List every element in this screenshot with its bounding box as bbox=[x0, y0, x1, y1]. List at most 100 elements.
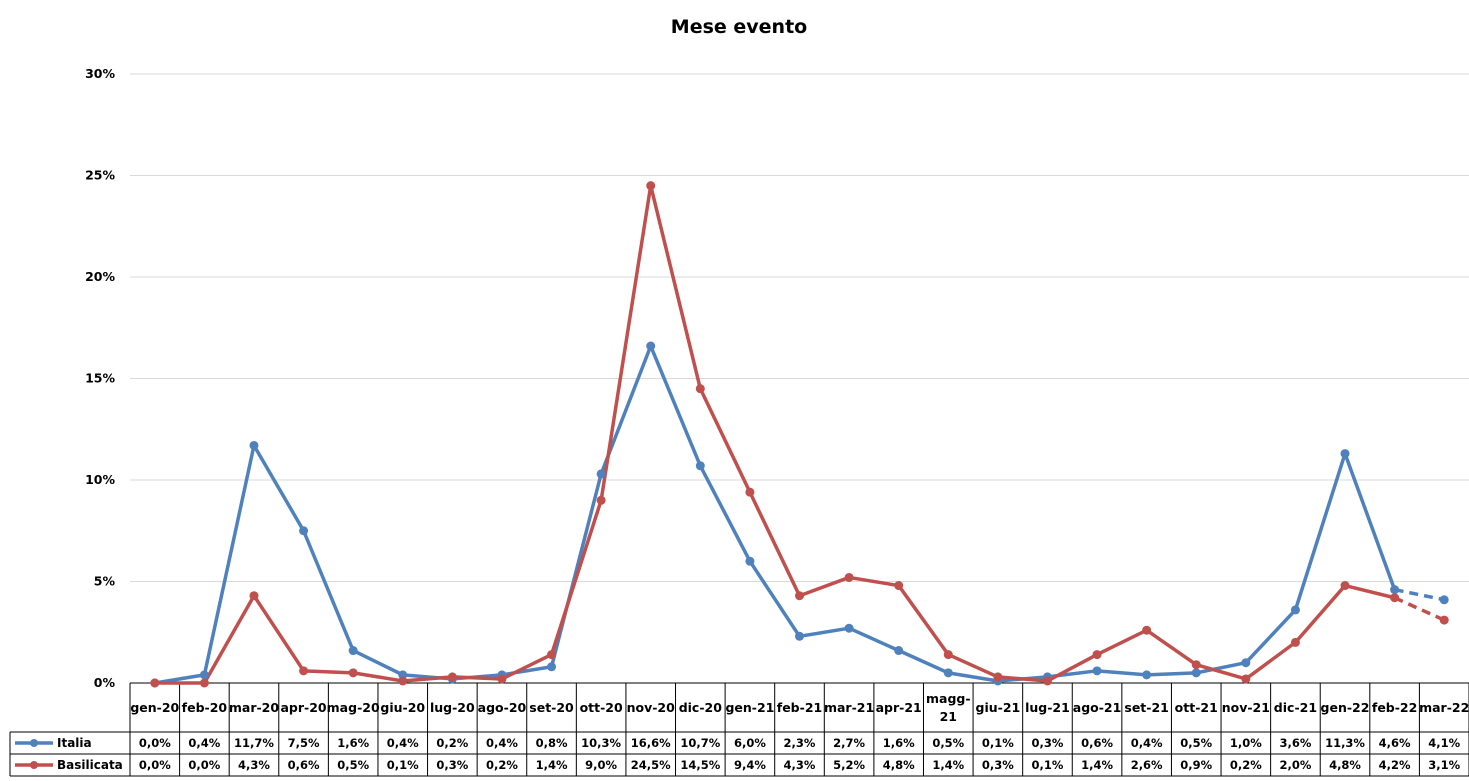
data-point bbox=[348, 668, 358, 678]
x-tick-label: gen-22 bbox=[1321, 700, 1370, 715]
x-tick-label: feb-20 bbox=[182, 700, 228, 715]
table-cell: 0,0% bbox=[139, 758, 171, 772]
x-tick-label: giu-21 bbox=[976, 700, 1021, 715]
x-tick-label: mar-20 bbox=[229, 700, 280, 715]
data-table: gen-20 feb-20 mar-20 apr-20 mag-20 giu-20 lug-… bbox=[9, 682, 1469, 777]
table-cell: 0,3% bbox=[982, 758, 1014, 772]
table-cell: 1,4% bbox=[536, 758, 568, 772]
table-cell: 0,2% bbox=[436, 736, 468, 750]
data-point bbox=[596, 469, 606, 479]
table-cell: 0,4% bbox=[188, 736, 220, 750]
x-tick-label: giu-20 bbox=[380, 700, 425, 715]
data-point bbox=[795, 631, 804, 641]
x-tick-label: nov-21 bbox=[1222, 700, 1270, 715]
data-point bbox=[1290, 637, 1300, 647]
table-cell: 1,6% bbox=[883, 736, 915, 750]
x-tick-label: set-20 bbox=[529, 700, 574, 715]
data-point bbox=[1439, 595, 1449, 605]
table-cell: 9,4% bbox=[734, 758, 766, 772]
data-point bbox=[943, 650, 953, 660]
table-cell: 24,5% bbox=[631, 758, 671, 772]
table-cell: 2,0% bbox=[1279, 758, 1311, 772]
data-point bbox=[1439, 615, 1449, 625]
x-tick-label: set-21 bbox=[1124, 700, 1168, 715]
table-cell: 11,7% bbox=[234, 736, 274, 750]
x-tick-label: ott-20 bbox=[580, 700, 623, 715]
x-tick-label: ago-21 bbox=[1073, 700, 1122, 715]
table-cell: 10,7% bbox=[680, 736, 720, 750]
table-cell: 0,5% bbox=[337, 758, 369, 772]
data-point bbox=[1191, 668, 1201, 678]
table-cell: 4,8% bbox=[1329, 758, 1361, 772]
series-name: Basilicata bbox=[57, 758, 123, 772]
chart-title: Mese evento bbox=[671, 16, 807, 38]
table-cell: 0,8% bbox=[536, 736, 568, 750]
table-cell: 4,3% bbox=[784, 758, 816, 772]
data-point bbox=[1340, 581, 1350, 591]
table-cell: 0,3% bbox=[1032, 736, 1064, 750]
data-point bbox=[795, 591, 804, 601]
data-point bbox=[299, 526, 309, 536]
table-cell: 1,4% bbox=[932, 758, 964, 772]
data-point bbox=[1390, 585, 1400, 595]
y-tick-label: 30% bbox=[85, 66, 115, 81]
table-cell: 4,3% bbox=[238, 758, 270, 772]
table-cell: 0,3% bbox=[436, 758, 468, 772]
table-cell: 0,0% bbox=[139, 736, 171, 750]
series-lines bbox=[153, 183, 1445, 685]
table-cell: 0,4% bbox=[1131, 736, 1163, 750]
x-tick-label: lug-20 bbox=[430, 700, 475, 715]
x-tick-label: ago-20 bbox=[478, 700, 527, 715]
data-point bbox=[646, 341, 656, 351]
x-tick-label: lug-21 bbox=[1025, 700, 1070, 715]
data-point bbox=[894, 646, 904, 656]
series-line bbox=[153, 183, 1397, 685]
data-point bbox=[745, 556, 755, 566]
table-cell: 16,6% bbox=[631, 736, 671, 750]
x-tick-label: ott-21 bbox=[1175, 700, 1218, 715]
table-cell: 3,1% bbox=[1428, 758, 1460, 772]
x-tick-label: apr-21 bbox=[876, 700, 922, 715]
y-tick-label: 15% bbox=[85, 371, 115, 386]
data-point bbox=[1290, 605, 1300, 615]
x-tick-label: feb-22 bbox=[1372, 700, 1417, 715]
table-cell: 5,2% bbox=[833, 758, 865, 772]
data-point bbox=[1092, 650, 1102, 660]
series-line-dashed bbox=[1393, 596, 1445, 622]
x-tick-label: feb-21 bbox=[777, 700, 822, 715]
x-tick-label: gen-21 bbox=[725, 700, 774, 715]
x-tick-label: mar-21 bbox=[824, 700, 874, 715]
y-tick-label: 5% bbox=[94, 574, 116, 589]
x-tick-label: magg-21 bbox=[926, 691, 971, 724]
data-point bbox=[596, 495, 606, 505]
x-tick-label: apr-20 bbox=[281, 700, 327, 715]
data-point bbox=[1241, 658, 1251, 668]
data-point bbox=[447, 672, 457, 682]
x-tick-label: nov-20 bbox=[627, 700, 676, 715]
table-cell: 0,5% bbox=[932, 736, 964, 750]
series-name: Italia bbox=[57, 736, 92, 750]
table-cell: 3,6% bbox=[1279, 736, 1311, 750]
x-tick-label: dic-21 bbox=[1274, 700, 1317, 715]
table-cell: 0,4% bbox=[486, 736, 518, 750]
data-point bbox=[299, 666, 309, 676]
data-point bbox=[943, 668, 953, 678]
data-point bbox=[844, 572, 854, 582]
table-cell: 9,0% bbox=[585, 758, 617, 772]
table-cell: 0,2% bbox=[486, 758, 518, 772]
data-point bbox=[249, 440, 259, 450]
table-cell: 0,5% bbox=[1180, 736, 1212, 750]
data-point bbox=[1142, 625, 1152, 635]
data-point bbox=[1142, 670, 1152, 680]
y-tick-label: 20% bbox=[85, 269, 115, 284]
data-point bbox=[1042, 676, 1052, 686]
x-tick-label: mag-20 bbox=[327, 700, 380, 715]
table-cell: 6,0% bbox=[734, 736, 766, 750]
table-cell: 0,1% bbox=[387, 758, 419, 772]
legend-key-marker bbox=[30, 761, 38, 769]
table-cell: 4,1% bbox=[1428, 736, 1460, 750]
data-point bbox=[150, 678, 160, 688]
data-point bbox=[249, 591, 259, 601]
y-tick-label: 0% bbox=[94, 675, 116, 690]
